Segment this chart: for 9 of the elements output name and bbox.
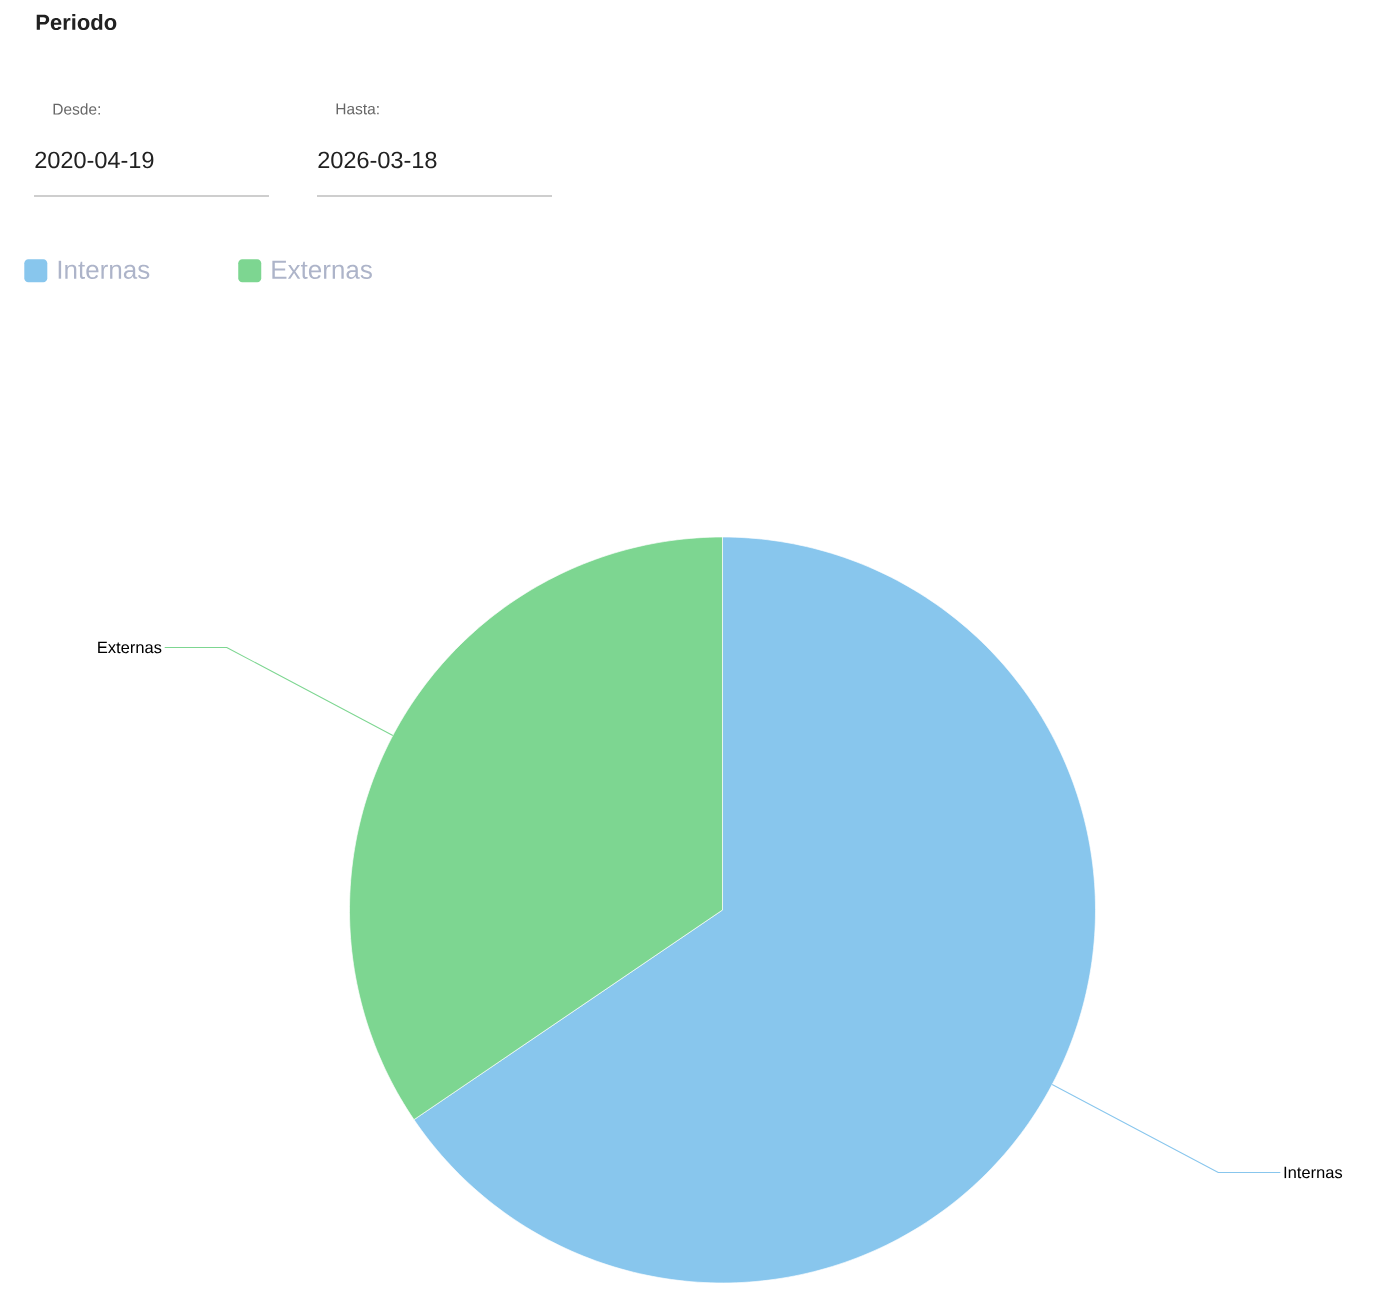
chart-title: Periodo: [36, 13, 117, 31]
text: 2026-03-18: [318, 151, 437, 169]
text: 2020-04-19: [35, 151, 154, 169]
legend-label: Internas: [58, 260, 150, 279]
text: Hasta:: [336, 103, 379, 115]
slice-label: Internas: [1284, 1166, 1343, 1179]
slice-label: Externas: [98, 641, 162, 654]
legend-label: Externas: [272, 260, 372, 279]
text: Desde:: [53, 103, 100, 115]
